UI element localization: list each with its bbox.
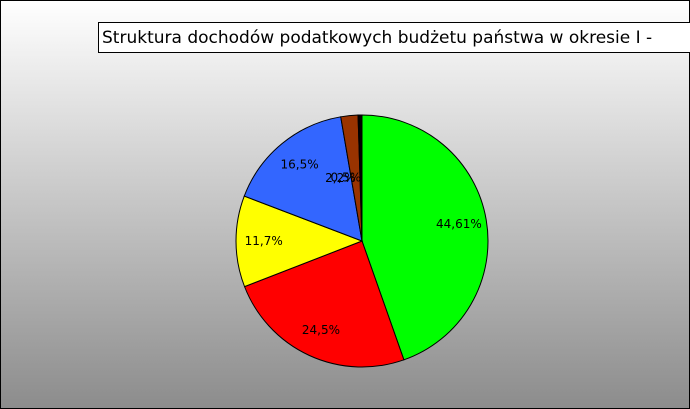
chart-title: Struktura dochodów podatkowych budżetu p… [102, 28, 652, 48]
pie-slice [235, 195, 364, 288]
data-label: 16,5% [281, 158, 319, 172]
pie-slice [243, 240, 405, 368]
data-label: 24,5% [302, 323, 340, 337]
data-label: 0,5% [331, 171, 362, 185]
data-label: 44,61% [436, 217, 482, 231]
pie-slice [243, 116, 363, 242]
data-label: 11,7% [245, 234, 283, 248]
title-box [98, 22, 690, 53]
pie-slice [361, 114, 489, 361]
data-label: 2,2% [325, 171, 356, 185]
pie-slice [357, 114, 363, 242]
